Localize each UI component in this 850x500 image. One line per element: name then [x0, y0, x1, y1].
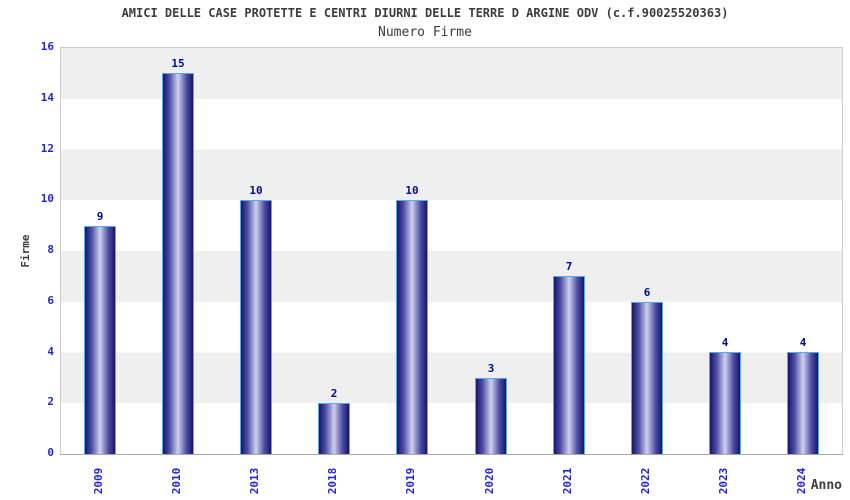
y-tick-label: 4 — [47, 345, 54, 358]
x-axis-label: Anno — [810, 478, 842, 493]
bar-2022 — [631, 302, 663, 454]
x-tick-label: 2021 — [561, 467, 574, 495]
bar-value-label: 4 — [799, 336, 807, 349]
x-tick-label: 2019 — [404, 467, 417, 495]
bar-2009 — [84, 226, 116, 454]
bar-value-label: 6 — [643, 286, 651, 299]
bar-value-label: 7 — [565, 260, 573, 273]
bar-2010 — [162, 73, 194, 454]
y-tick-label: 8 — [47, 243, 54, 256]
bar-2021 — [553, 276, 585, 454]
x-tick-label: 2024 — [795, 467, 808, 495]
bar-2019 — [396, 200, 428, 454]
bar-value-label: 10 — [249, 184, 263, 197]
y-tick-label: 6 — [47, 294, 54, 307]
bar-2023 — [709, 352, 741, 454]
y-tick-label: 2 — [47, 395, 54, 408]
x-tick-label: 2018 — [326, 467, 339, 495]
bar-2020 — [475, 378, 507, 454]
y-tick-label: 14 — [40, 91, 54, 104]
chart-title: AMICI DELLE CASE PROTETTE E CENTRI DIURN… — [121, 6, 729, 20]
y-tick-label: 16 — [40, 40, 54, 53]
bar-value-label: 15 — [171, 57, 185, 70]
bar-value-label: 2 — [330, 387, 338, 400]
bar-value-label: 4 — [721, 336, 729, 349]
plot-area: 9 15 10 2 10 3 7 6 4 4 — [60, 47, 843, 455]
x-tick-label: 2010 — [170, 467, 183, 495]
bar-value-label: 9 — [96, 210, 104, 223]
bar-value-label: 3 — [487, 362, 495, 375]
x-tick-label: 2023 — [717, 467, 730, 495]
x-tick-label: 2009 — [92, 467, 105, 495]
x-tick-label: 2013 — [248, 467, 261, 495]
bar-2018 — [318, 403, 350, 454]
x-tick-label: 2022 — [639, 467, 652, 495]
bar-value-label: 10 — [405, 184, 419, 197]
bar-2024 — [787, 352, 819, 454]
y-tick-label: 0 — [47, 446, 54, 459]
y-tick-label: 10 — [40, 192, 54, 205]
y-tick-label: 12 — [40, 142, 54, 155]
x-tick-label: 2020 — [483, 467, 496, 495]
chart-subtitle: Numero Firme — [378, 25, 472, 40]
bar-2013 — [240, 200, 272, 454]
